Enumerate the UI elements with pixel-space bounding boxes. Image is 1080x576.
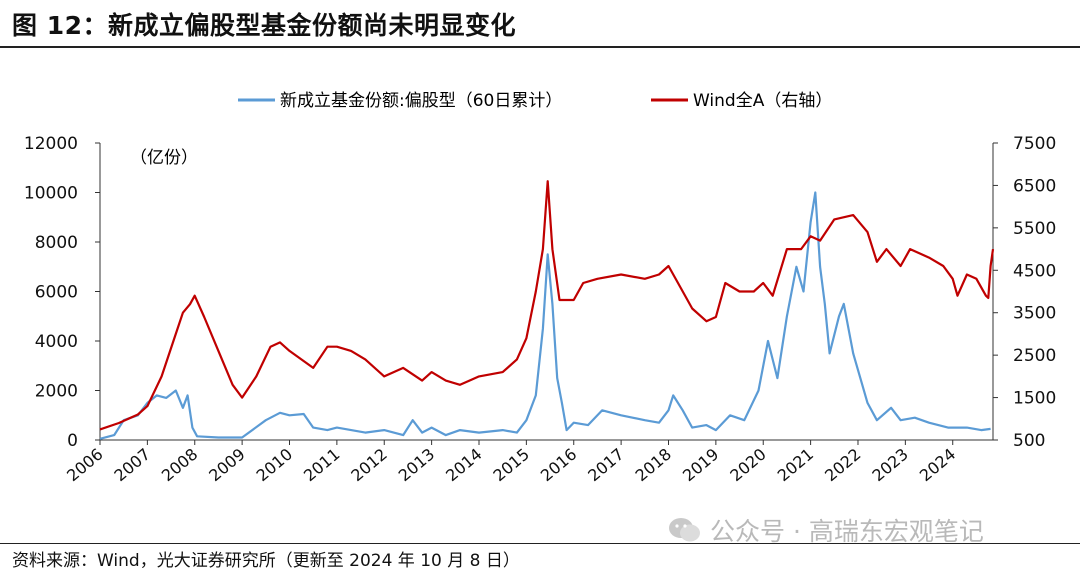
source-note: 资料来源：Wind，光大证券研究所（更新至 2024 年 10 月 8 日）	[12, 551, 520, 571]
x-tick-label: 2017	[584, 445, 627, 486]
footer-divider	[0, 543, 1080, 544]
x-tick-label: 2015	[490, 445, 533, 486]
wechat-icon	[669, 518, 700, 542]
y-left-tick-label: 0	[67, 431, 78, 451]
y-right-tick-label: 3500	[1013, 304, 1056, 324]
x-tick-label: 2022	[821, 445, 864, 486]
x-tick-label: 2019	[679, 445, 722, 486]
y-left-tick-label: 12000	[24, 134, 78, 154]
x-tick-label: 2024	[916, 445, 959, 486]
x-tick-label: 2014	[442, 445, 485, 486]
title-divider	[0, 46, 1080, 48]
unit-label: （亿份）	[130, 148, 198, 168]
y-right-tick-label: 7500	[1013, 134, 1056, 154]
y-left-tick-label: 10000	[24, 184, 78, 204]
x-tick-label: 2008	[158, 445, 201, 486]
x-tick-label: 2021	[774, 445, 817, 486]
x-tick-label: 2023	[869, 445, 912, 486]
series-line-fund-share	[99, 191, 991, 440]
y-right-tick-label: 500	[1013, 431, 1045, 451]
y-right-tick-label: 4500	[1013, 261, 1056, 281]
series-line-wind-all-a	[99, 180, 995, 431]
y-right-tick-label: 1500	[1013, 389, 1056, 409]
y-left-tick-label: 2000	[35, 382, 78, 402]
y-left-tick-label: 4000	[35, 332, 78, 352]
y-left-tick-label: 6000	[35, 283, 78, 303]
y-left-tick-label: 8000	[35, 233, 78, 253]
legend: 新成立基金份额:偏股型（60日累计） Wind全A（右轴）	[238, 91, 832, 111]
x-tick-label: 2007	[111, 445, 154, 486]
x-tick-label: 2013	[395, 445, 438, 486]
page-title: 图 12：新成立偏股型基金份额尚未明显变化	[12, 11, 516, 40]
x-tick-label: 2016	[537, 445, 580, 486]
x-tick-label: 2009	[205, 445, 248, 486]
watermark-text: 公众号 · 高瑞东宏观笔记	[710, 517, 984, 546]
y-right-tick-label: 6500	[1013, 176, 1056, 196]
x-tick-label: 2012	[347, 445, 390, 486]
y-right-tick-label: 5500	[1013, 219, 1056, 239]
axes: 0 2000 4000 6000 8000 10000 12000 500 1500 2500 35…	[24, 134, 1056, 485]
y-right-tick-label: 2500	[1013, 346, 1056, 366]
chart: 新成立基金份额:偏股型（60日累计） Wind全A（右轴） （亿份） 0 2000…	[24, 91, 1056, 485]
x-tick-label: 2010	[253, 445, 296, 486]
x-tick-label: 2020	[726, 445, 769, 486]
watermark: 公众号 · 高瑞东宏观笔记	[668, 512, 984, 548]
x-tick-label: 2018	[632, 445, 675, 486]
x-tick-label: 2011	[300, 445, 343, 486]
legend-label-wind-all-a: Wind全A（右轴）	[693, 91, 832, 111]
legend-label-fund-share: 新成立基金份额:偏股型（60日累计）	[280, 91, 562, 111]
series-layer	[99, 180, 995, 440]
